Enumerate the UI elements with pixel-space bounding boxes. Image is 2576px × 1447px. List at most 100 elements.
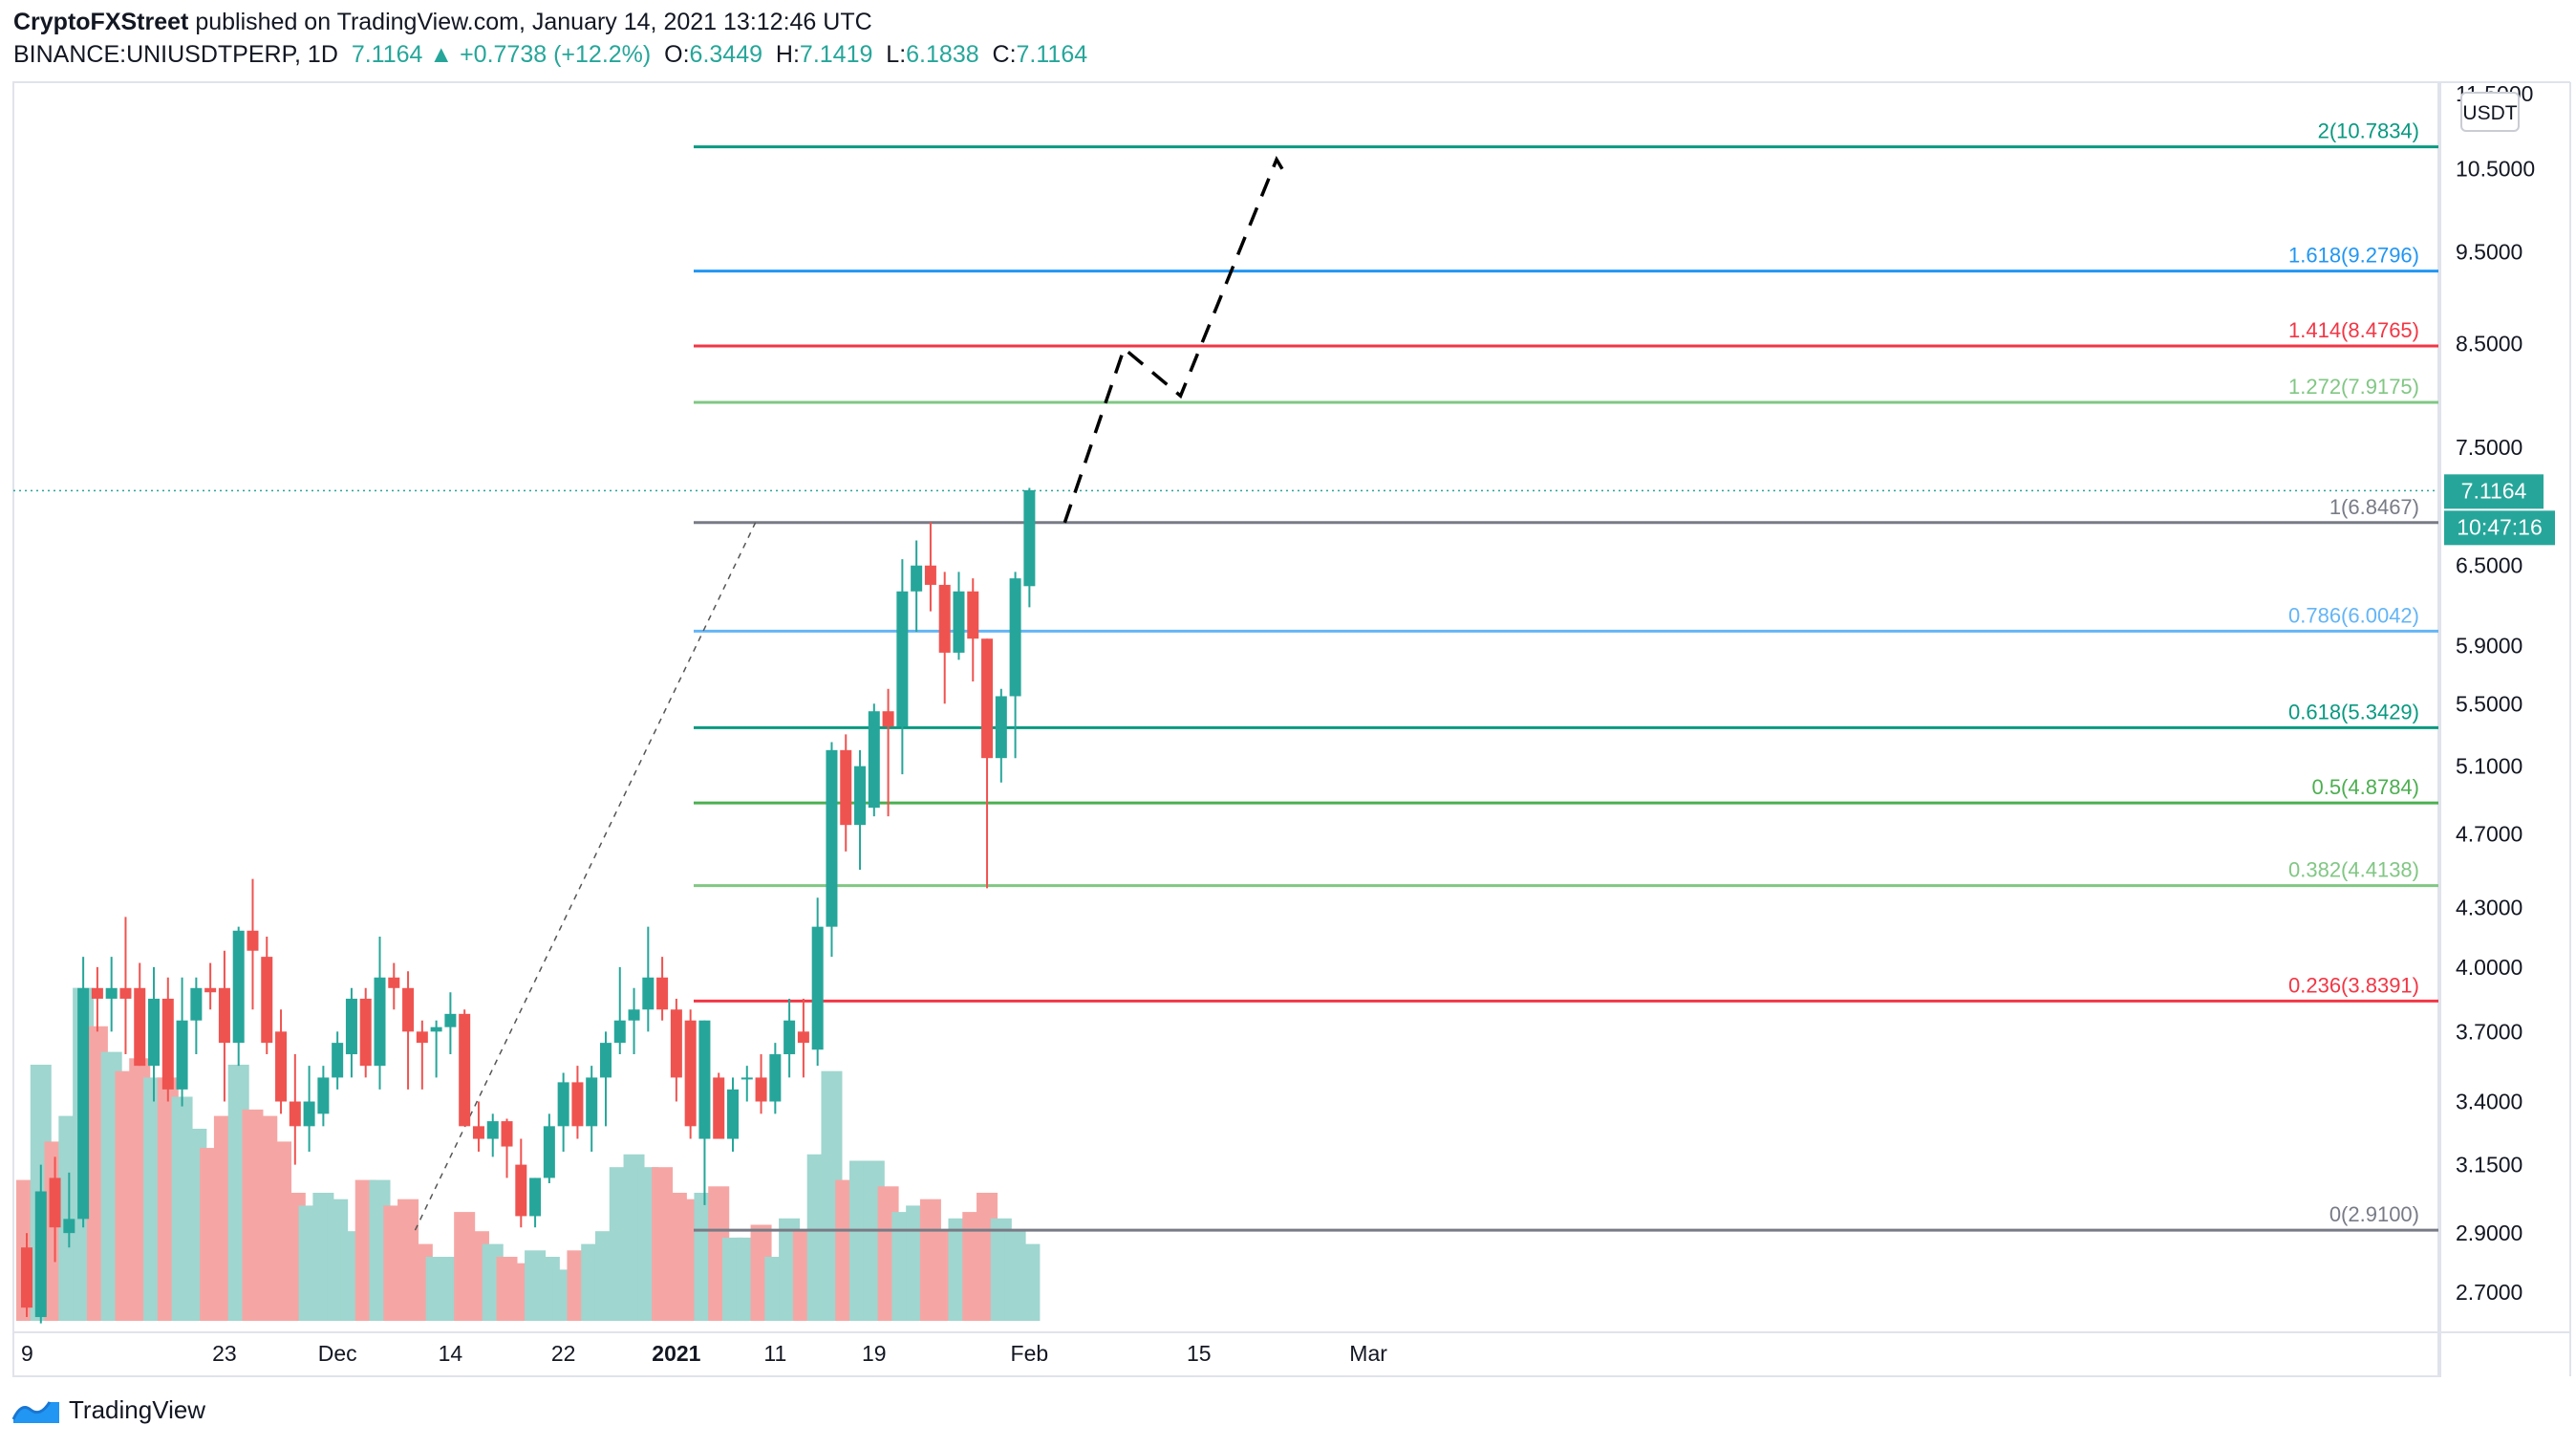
- price-tick-label: 2.9000: [2456, 1220, 2522, 1245]
- candle-body: [1023, 489, 1036, 587]
- candle-body: [34, 1191, 47, 1318]
- last-price-badge-text: 7.1164: [2461, 478, 2527, 503]
- fib-anchor-trend-line: [414, 522, 757, 1231]
- candle-body: [119, 987, 132, 999]
- candle-body: [232, 930, 245, 1044]
- candle-body: [995, 696, 1007, 759]
- candle-body: [613, 1020, 626, 1044]
- volume-bars: [16, 987, 1041, 1321]
- candle-body: [854, 766, 867, 826]
- fib-level-label: 0.5(4.8784): [2311, 775, 2419, 799]
- candle-body: [247, 930, 259, 951]
- candle-body: [148, 998, 161, 1067]
- candle-body: [967, 591, 979, 639]
- candle-body: [486, 1121, 499, 1139]
- publish-line: CryptoFXStreet published on TradingView.…: [13, 6, 1087, 38]
- candle-body: [77, 987, 90, 1220]
- candle-body: [91, 987, 103, 999]
- time-tick-label: 23: [212, 1341, 237, 1366]
- price-tick-label: 4.7000: [2456, 821, 2522, 846]
- price-tick-label: 5.1000: [2456, 754, 2522, 779]
- candle-body: [359, 998, 372, 1067]
- price-badges: USDT 7.1164 10:47:16: [2444, 92, 2555, 546]
- publisher-name[interactable]: CryptoFXStreet: [13, 9, 189, 35]
- candle-body: [21, 1247, 32, 1308]
- low-label: L:: [886, 41, 907, 68]
- fib-level-label: 0(2.9100): [2329, 1202, 2419, 1226]
- currency-badge[interactable]: [2460, 92, 2520, 132]
- candle-body: [769, 1054, 782, 1102]
- time-tick-label: 22: [551, 1341, 576, 1366]
- candle-body: [543, 1126, 555, 1178]
- candle-body: [713, 1077, 725, 1139]
- candle-body: [826, 749, 838, 927]
- price-tick-label: 4.0000: [2456, 955, 2522, 980]
- price-axis[interactable]: 11.500010.50009.50008.50007.50006.50005.…: [2456, 81, 2535, 1305]
- candle-body: [529, 1177, 542, 1217]
- price-tick-label: 3.1500: [2456, 1153, 2522, 1177]
- candle-body: [698, 1020, 711, 1139]
- candle-body: [49, 1177, 61, 1228]
- price-tick-label: 8.5000: [2456, 332, 2522, 356]
- fib-level-label: 1.414(8.4765): [2288, 318, 2419, 342]
- candle-body: [924, 565, 936, 585]
- candle-body: [218, 987, 230, 1044]
- candle-body: [332, 1043, 344, 1078]
- fib-trend-line: [414, 522, 757, 1231]
- published-text: published on TradingView.com, January 14…: [188, 9, 872, 35]
- currency-label: USDT: [2462, 102, 2517, 124]
- candle-body: [571, 1082, 584, 1127]
- candle-body: [444, 1013, 457, 1027]
- candle-body: [317, 1077, 330, 1114]
- candle-body: [515, 1164, 527, 1217]
- last-price: 7.1164: [351, 41, 423, 68]
- candle-body: [797, 1031, 809, 1044]
- candle-body: [656, 977, 669, 1010]
- candle-body: [628, 1009, 640, 1021]
- candle-body: [981, 638, 994, 759]
- tradingview-brand: TradingView: [69, 1395, 206, 1424]
- candle-body: [727, 1089, 739, 1139]
- time-tick-label: 9: [21, 1341, 33, 1366]
- candle-body: [161, 998, 174, 1090]
- candle-body: [388, 977, 400, 988]
- fib-level-label: 0.786(6.0042): [2288, 603, 2419, 627]
- candle-body: [303, 1101, 315, 1127]
- candle-body: [416, 1031, 428, 1044]
- close-label: C:: [992, 41, 1017, 68]
- candle-body: [176, 1020, 188, 1090]
- candle-body: [586, 1077, 598, 1127]
- time-tick-label: Dec: [318, 1341, 357, 1366]
- time-tick-label: 19: [862, 1341, 887, 1366]
- symbol-line: BINANCE:UNIUSDTPERP, 1D 7.1164 ▲ +0.7738…: [13, 38, 1087, 71]
- candle-body: [840, 749, 852, 826]
- price-tick-label: 3.4000: [2456, 1090, 2522, 1114]
- price-change: +0.7738 (+12.2%): [460, 41, 652, 68]
- low-value: 6.1838: [906, 41, 979, 68]
- close-value: 7.1164: [1016, 41, 1088, 68]
- fibonacci-levels: 2(10.7834) 1.618(9.2796) 1.414(8.4765) 1.27…: [694, 119, 2438, 1232]
- tradingview-logo[interactable]: TradingView: [11, 1395, 205, 1425]
- time-axis[interactable]: 9 23 Dec 14 22 2021 11 19 Feb 15 Mar: [21, 1341, 1387, 1366]
- time-tick-label: Mar: [1349, 1341, 1387, 1366]
- fib-level-label: 0.236(3.8391): [2288, 973, 2419, 997]
- high-label: H:: [775, 41, 800, 68]
- time-tick-label: Feb: [1011, 1341, 1049, 1366]
- candle-body: [204, 987, 217, 993]
- candle-body: [261, 957, 273, 1044]
- projection-dashed-path: [1063, 155, 1284, 524]
- fib-level-label: 0.382(4.4138): [2288, 858, 2419, 882]
- candle-body: [784, 1020, 796, 1055]
- candle-body: [430, 1026, 442, 1032]
- candle-body: [911, 565, 923, 592]
- candle-body: [472, 1126, 484, 1139]
- candle-body: [501, 1121, 513, 1147]
- candle-body: [402, 987, 415, 1032]
- candle-body: [105, 987, 118, 999]
- candle-body: [896, 591, 909, 727]
- candle-body: [741, 1077, 753, 1080]
- open-label: O:: [664, 41, 690, 68]
- symbol-name[interactable]: BINANCE:UNIUSDTPERP, 1D: [13, 41, 338, 68]
- chart-header: CryptoFXStreet published on TradingView.…: [13, 6, 1087, 71]
